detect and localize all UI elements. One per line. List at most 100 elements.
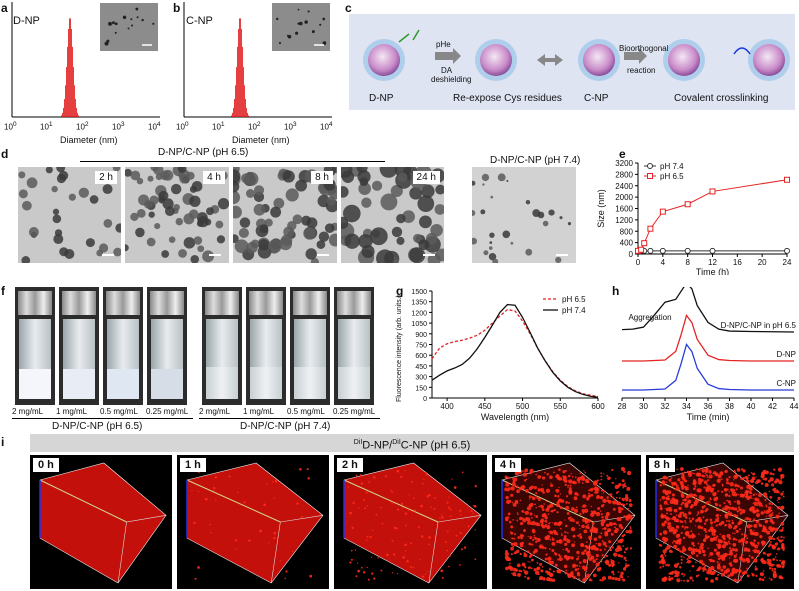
confocal-cluster	[702, 566, 706, 571]
confocal-cluster	[566, 512, 570, 515]
confocal-cluster	[309, 574, 313, 578]
confocal-box	[186, 462, 324, 584]
confocal-cluster	[724, 524, 727, 527]
confocal-cluster	[774, 543, 777, 546]
vial-ph65-0	[15, 287, 55, 405]
confocal-cluster	[682, 475, 685, 478]
confocal-cluster	[523, 569, 525, 572]
panel-f-conc-row-74: 2 mg/mL 1 mg/mL 0.5 mg/mL 0.25 mg/mL	[199, 407, 380, 417]
confocal-time-8h: 8 h	[649, 458, 675, 472]
e-point-ph74	[684, 247, 691, 254]
confocal-cluster	[521, 485, 526, 490]
confocal-cluster	[623, 566, 626, 570]
inset-particle	[131, 24, 134, 27]
inset-particle	[152, 22, 155, 25]
confocal-cluster	[692, 472, 694, 475]
confocal-cluster	[771, 545, 777, 550]
confocal-cluster	[522, 518, 527, 523]
confocal-cluster	[679, 550, 682, 553]
confocal-cluster	[588, 535, 592, 539]
confocal-cluster	[212, 548, 214, 550]
tem-particle	[376, 249, 394, 263]
confocal-cluster	[760, 511, 764, 515]
confocal-cluster	[441, 516, 444, 519]
confocal-cluster	[753, 510, 756, 513]
confocal-cluster	[248, 539, 251, 542]
confocal-cluster	[730, 561, 733, 564]
vial-ph65-1	[59, 287, 99, 405]
tem-particle	[525, 199, 531, 205]
tem-particle	[542, 220, 549, 227]
confocal-cluster	[670, 518, 672, 520]
confocal-cluster	[547, 531, 550, 533]
tem-particle	[233, 169, 241, 184]
tem-particle	[555, 256, 562, 263]
tem-particle	[391, 226, 403, 238]
h-xlabel: Time (min)	[687, 412, 730, 422]
confocal-cluster	[614, 526, 616, 529]
confocal-cluster	[697, 512, 700, 515]
tem-particle	[292, 214, 303, 225]
confocal-cluster	[687, 555, 692, 559]
confocal-cluster	[673, 570, 678, 575]
panel-b-xtick-3: 103	[284, 121, 297, 132]
confocal-cluster	[782, 549, 785, 552]
inset-particle	[275, 17, 279, 21]
vial-ph74-0	[202, 287, 242, 405]
confocal-cluster	[746, 574, 750, 578]
confocal-cluster	[612, 507, 616, 511]
panel-b-tem-inset	[272, 3, 330, 51]
confocal-cluster	[582, 518, 587, 523]
confocal-cluster	[736, 510, 740, 513]
g-ytick-label: 450	[415, 364, 427, 371]
confocal-cluster	[504, 555, 509, 560]
g-ytick-label: 1200	[411, 310, 427, 317]
tem-particle	[204, 218, 212, 226]
confocal-cluster	[676, 547, 680, 551]
confocal-cluster	[701, 474, 705, 478]
confocal-cluster	[537, 470, 539, 473]
confocal-cluster	[587, 494, 592, 498]
confocal-cluster	[709, 498, 712, 501]
confocal-cluster	[746, 559, 751, 564]
confocal-cluster	[273, 497, 275, 499]
tem-particle	[253, 185, 265, 196]
confocal-cluster	[428, 543, 430, 546]
confocal-cluster	[595, 554, 599, 558]
confocal-cluster	[512, 477, 518, 482]
confocal-cluster	[538, 505, 541, 508]
confocal-cluster	[741, 558, 746, 563]
confocal-cluster	[667, 525, 671, 529]
confocal-cluster	[677, 513, 682, 518]
confocal-cluster	[566, 539, 571, 544]
confocal-cluster	[764, 499, 767, 502]
confocal-cluster	[574, 568, 578, 572]
confocal-cluster	[781, 542, 785, 547]
tem-particle	[130, 212, 139, 222]
confocal-cluster	[273, 531, 277, 535]
confocal-cluster	[400, 475, 403, 478]
confocal-cluster	[550, 484, 554, 488]
confocal-cluster	[776, 506, 781, 510]
confocal-cluster	[533, 514, 536, 517]
vial-liquid	[294, 367, 326, 399]
e-ytick-label: 2400	[615, 182, 633, 191]
g-series-line	[431, 303, 599, 398]
confocal-cluster	[570, 518, 574, 522]
vial-cap	[205, 291, 239, 315]
confocal-cluster	[512, 502, 517, 507]
confocal-cluster	[552, 570, 555, 573]
confocal-cluster	[565, 500, 568, 504]
confocal-cluster	[749, 478, 755, 484]
confocal-cluster	[728, 542, 731, 545]
confocal-cluster	[704, 509, 707, 513]
confocal-cluster	[691, 532, 694, 535]
confocal-cluster	[372, 476, 376, 479]
confocal-cluster	[407, 508, 410, 511]
e-legend-marker	[647, 163, 653, 169]
confocal-cluster	[754, 545, 757, 547]
confocal-cluster	[750, 507, 755, 512]
g-ytick-label: 0	[423, 396, 427, 403]
